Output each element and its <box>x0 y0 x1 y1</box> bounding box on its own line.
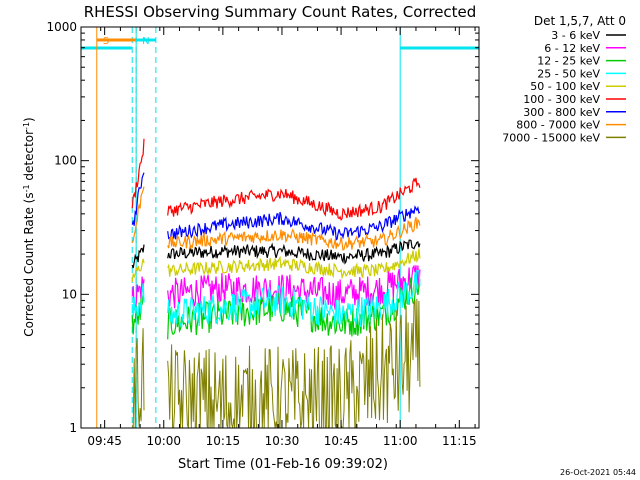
legend-label-0: 3 - 6 keV <box>551 29 600 42</box>
y-tick-label-3: 1000 <box>46 20 77 34</box>
y-tick-label-1: 10 <box>62 287 77 301</box>
x-tick-label-0: 09:45 <box>87 434 122 448</box>
series-line-4 <box>131 248 421 282</box>
x-tick-label-6: 11:15 <box>442 434 477 448</box>
series-line-3 <box>131 269 421 328</box>
legend-label-8: 7000 - 15000 keV <box>502 131 600 144</box>
chart-title: RHESSI Observing Summary Count Rates, Co… <box>84 3 477 21</box>
legend-label-5: 100 - 300 keV <box>523 93 600 106</box>
legend-label-6: 300 - 800 keV <box>523 106 600 119</box>
x-axis-label: Start Time (01-Feb-16 09:39:02) <box>178 457 388 472</box>
series-line-7 <box>131 186 421 251</box>
series-line-8 <box>131 298 421 429</box>
x-tick-label-5: 11:00 <box>383 434 418 448</box>
y-axis-label: Corrected Count Rate (s-1 detector-1) <box>22 117 37 336</box>
legend-label-3: 25 - 50 keV <box>537 67 600 80</box>
series-line-5 <box>131 138 421 222</box>
legend-label-1: 6 - 12 keV <box>544 42 600 55</box>
plot-background <box>81 27 479 428</box>
plot-frame <box>80 26 480 429</box>
x-tick-label-1: 10:00 <box>146 434 181 448</box>
series-line-0 <box>131 239 421 269</box>
series-line-6 <box>131 172 421 241</box>
y-tick-label-0: 1 <box>69 421 77 435</box>
flag-label-N: N <box>142 36 149 47</box>
x-tick-label-2: 10:15 <box>206 434 241 448</box>
legend-label-7: 800 - 7000 keV <box>516 119 600 132</box>
legend-label-4: 50 - 100 keV <box>530 80 600 93</box>
y-tick-label-2: 100 <box>54 154 77 168</box>
x-tick-label-3: 10:30 <box>265 434 300 448</box>
legend-label-2: 12 - 25 keV <box>537 55 600 68</box>
x-tick-label-4: 10:45 <box>324 434 359 448</box>
legend-title: Det 1,5,7, Att 0 <box>534 14 626 28</box>
footer-timestamp: 26-Oct-2021 05:44 <box>560 468 636 477</box>
flag-label-S: S <box>103 36 109 47</box>
